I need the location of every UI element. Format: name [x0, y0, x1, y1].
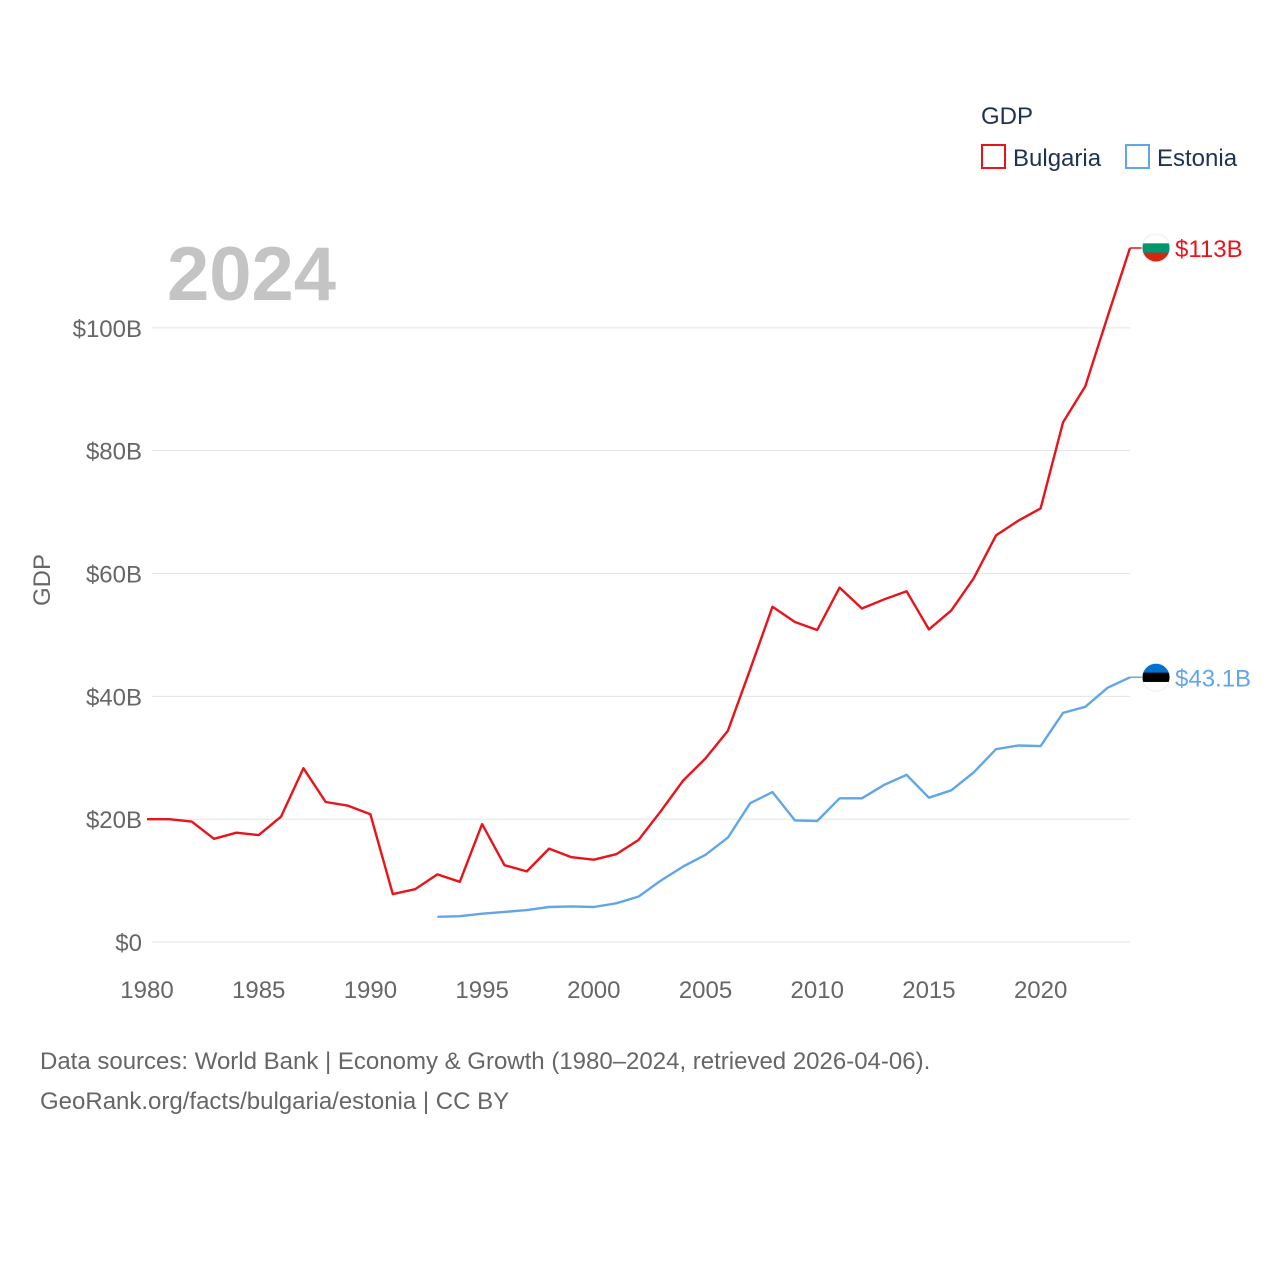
footer: Data sources: World Bank | Economy & Gro…: [40, 1042, 930, 1122]
legend-label-bulgaria[interactable]: Bulgaria: [1013, 145, 1102, 172]
series-line-bulgaria[interactable]: [147, 247, 1132, 896]
x-tick-label: 2000: [567, 977, 620, 1004]
y-tick-label: $60B: [86, 562, 142, 589]
year-label: 2024: [167, 232, 336, 317]
flag-estonia-icon: [1141, 662, 1171, 692]
y-tick-label: $0: [115, 930, 142, 957]
y-tick-label: $80B: [86, 439, 142, 466]
chart: $0 $20B $40B $60B $80B $100B 1980 1985 1990 1995…: [29, 103, 1251, 1004]
end-markers: $113B $43.1B: [1130, 233, 1251, 692]
end-value-label-estonia: $43.1B: [1175, 665, 1251, 692]
x-axis: 1980 1985 1990 1995 2000 2005 2010 2015 2020: [120, 977, 1067, 1004]
x-tick-label: 1995: [455, 977, 508, 1004]
series-line-estonia[interactable]: [437, 676, 1131, 918]
legend: GDP Bulgaria Estonia: [981, 103, 1238, 172]
y-axis-title: GDP: [29, 554, 56, 606]
series-lines: [147, 247, 1132, 918]
source-link[interactable]: GeoRank.org/facts/bulgaria/estonia | CC …: [40, 1088, 510, 1115]
flag-bulgaria-icon: [1141, 233, 1171, 263]
x-tick-label: 2020: [1014, 977, 1067, 1004]
x-tick-label: 1980: [120, 977, 173, 1004]
legend-title: GDP: [981, 103, 1033, 130]
legend-label-estonia[interactable]: Estonia: [1157, 145, 1238, 172]
y-axis: $0 $20B $40B $60B $80B $100B: [73, 316, 142, 957]
legend-swatch-bulgaria[interactable]: [981, 144, 1006, 169]
y-tick-label: $40B: [86, 684, 142, 711]
gridlines: [152, 327, 1130, 943]
x-tick-label: 1985: [232, 977, 285, 1004]
x-tick-label: 1990: [344, 977, 397, 1004]
data-sources-text: Data sources: World Bank | Economy & Gro…: [40, 1048, 931, 1075]
end-value-label-bulgaria: $113B: [1175, 236, 1243, 263]
x-tick-label: 2015: [902, 977, 955, 1004]
x-tick-label: 2005: [679, 977, 732, 1004]
y-tick-label: $20B: [86, 807, 142, 834]
x-tick-label: 2010: [791, 977, 844, 1004]
legend-swatch-estonia[interactable]: [1125, 144, 1150, 169]
y-tick-label: $100B: [73, 316, 142, 343]
